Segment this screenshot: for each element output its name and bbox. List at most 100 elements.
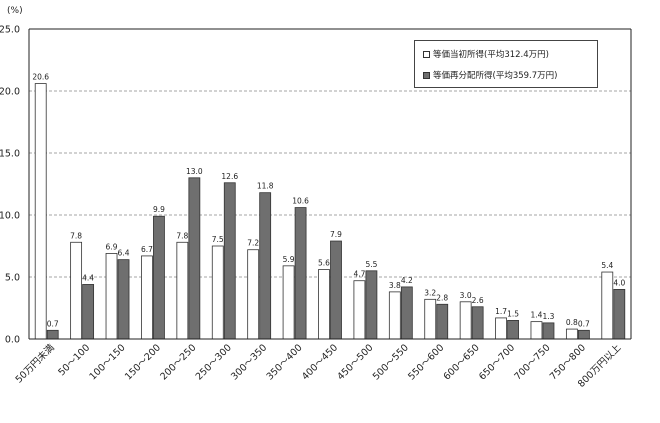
data-label: 20.6 xyxy=(32,73,49,82)
bar-redistributed-income xyxy=(117,259,130,340)
x-tick-label: 650～700 xyxy=(477,342,517,382)
data-label: 7.2 xyxy=(247,239,259,248)
y-tick-label: 25.0 xyxy=(0,25,20,36)
data-label: 1.3 xyxy=(543,312,555,321)
bar-initial-income xyxy=(211,245,224,340)
bar-redistributed-income xyxy=(577,329,590,340)
bar-redistributed-income xyxy=(82,284,95,340)
data-label: 2.6 xyxy=(472,296,484,305)
data-label: 1.7 xyxy=(495,307,507,316)
data-label: 13.0 xyxy=(186,167,203,176)
data-label: 3.2 xyxy=(424,288,436,297)
data-label: 0.7 xyxy=(578,319,590,328)
x-tick-label: 300～350 xyxy=(229,342,269,382)
data-label: 2.8 xyxy=(436,293,448,302)
data-label: 4.4 xyxy=(82,273,94,282)
bar-redistributed-income xyxy=(542,322,555,340)
x-tick-label: 400～450 xyxy=(300,342,340,382)
bar-redistributed-income xyxy=(436,303,449,340)
data-label: 5.5 xyxy=(365,260,377,269)
data-label: 11.8 xyxy=(257,182,274,191)
legend: 等価当初所得(平均312.4万円) 等価再分配所得(平均359.7万円) xyxy=(414,40,598,88)
bar-initial-income xyxy=(282,265,295,340)
data-label: 7.9 xyxy=(330,230,342,239)
data-label: 4.2 xyxy=(401,276,413,285)
bar-redistributed-income xyxy=(259,192,272,340)
y-tick-label: 20.0 xyxy=(0,87,20,98)
y-tick-label: 0.0 xyxy=(5,335,20,346)
x-tick-label: 100～150 xyxy=(88,342,128,382)
bar-initial-income xyxy=(601,271,614,340)
data-label: 1.5 xyxy=(507,309,519,318)
y-tick-label: 5.0 xyxy=(5,273,20,284)
bar-redistributed-income xyxy=(46,329,59,340)
x-tick-label: 50万円未満 xyxy=(13,341,57,385)
data-label: 6.7 xyxy=(141,245,153,254)
x-tick-label: 550～600 xyxy=(406,342,446,382)
legend-label-redistributed: 等価再分配所得(平均359.7万円) xyxy=(433,71,558,81)
legend-swatch-redistributed xyxy=(423,71,430,79)
data-label: 4.0 xyxy=(613,278,625,287)
bar-initial-income xyxy=(388,291,401,340)
x-tick-label: 250～300 xyxy=(194,342,234,382)
data-label: 7.5 xyxy=(212,235,224,244)
bar-redistributed-income xyxy=(153,215,165,340)
data-label: 9.9 xyxy=(153,205,165,214)
bar-initial-income xyxy=(247,249,260,340)
bars xyxy=(34,83,626,340)
data-label: 5.9 xyxy=(283,255,295,264)
legend-item-redistributed-income: 等価再分配所得(平均359.7万円) xyxy=(423,69,557,81)
bar-redistributed-income xyxy=(330,240,342,340)
bar-redistributed-income xyxy=(471,306,484,340)
data-label: 1.4 xyxy=(531,311,543,320)
y-tick-label: 10.0 xyxy=(0,211,20,222)
data-label: 4.7 xyxy=(353,270,365,279)
data-label: 5.4 xyxy=(601,261,613,270)
bar-redistributed-income xyxy=(400,286,413,340)
x-tick-label: 50～100 xyxy=(56,342,92,378)
data-label: 6.9 xyxy=(106,242,118,251)
data-label: 3.0 xyxy=(460,291,472,300)
bar-initial-income xyxy=(353,280,366,340)
x-tick-label: 500～550 xyxy=(371,342,411,382)
bar-redistributed-income xyxy=(223,182,236,340)
data-label: 7.8 xyxy=(176,231,188,240)
y-tick-label: 15.0 xyxy=(0,149,20,160)
data-label: 0.8 xyxy=(566,318,578,327)
x-tick-label: 450～500 xyxy=(335,342,375,382)
data-label: 0.7 xyxy=(47,319,59,328)
bar-redistributed-income xyxy=(365,270,378,340)
x-tick-label: 700～750 xyxy=(512,342,552,382)
bar-initial-income xyxy=(176,241,189,340)
bar-initial-income xyxy=(424,298,437,340)
data-label: 7.8 xyxy=(70,231,82,240)
bar-initial-income xyxy=(530,321,543,340)
bar-redistributed-income xyxy=(188,177,201,340)
legend-item-initial-income: 等価当初所得(平均312.4万円) xyxy=(423,48,549,60)
bar-initial-income xyxy=(318,269,330,340)
x-tick-label: 600～650 xyxy=(442,342,482,382)
x-tick-label: 350～400 xyxy=(265,342,305,382)
data-label: 5.6 xyxy=(318,259,330,268)
x-axis-labels: 50万円未満 50～100100～150150～200200～250250～300… xyxy=(13,341,624,390)
bar-initial-income xyxy=(565,328,578,340)
x-tick-label: 150～200 xyxy=(123,342,163,382)
bar-redistributed-income xyxy=(507,319,519,340)
y-axis-ticks: 0.0 5.0 10.0 15.0 20.0 25.0 xyxy=(0,25,20,346)
data-labels: 20.6 0.7 7.8 4.4 6.96.4 6.7 9.9 7.8 13.0 7.5 12.6 7… xyxy=(32,73,625,329)
bar-initial-income xyxy=(105,253,118,340)
bar-redistributed-income xyxy=(613,288,626,340)
data-label: 6.4 xyxy=(118,249,130,258)
bar-initial-income xyxy=(34,83,47,340)
legend-swatch-initial xyxy=(423,50,430,58)
bar-initial-income xyxy=(459,301,472,340)
axes xyxy=(28,28,632,340)
data-label: 3.8 xyxy=(389,281,401,290)
y-axis-unit-label: (%) xyxy=(7,6,23,16)
x-tick-label: 200～250 xyxy=(158,342,198,382)
bar-initial-income xyxy=(70,241,83,340)
bar-initial-income xyxy=(141,255,153,340)
bar-initial-income xyxy=(495,317,507,340)
